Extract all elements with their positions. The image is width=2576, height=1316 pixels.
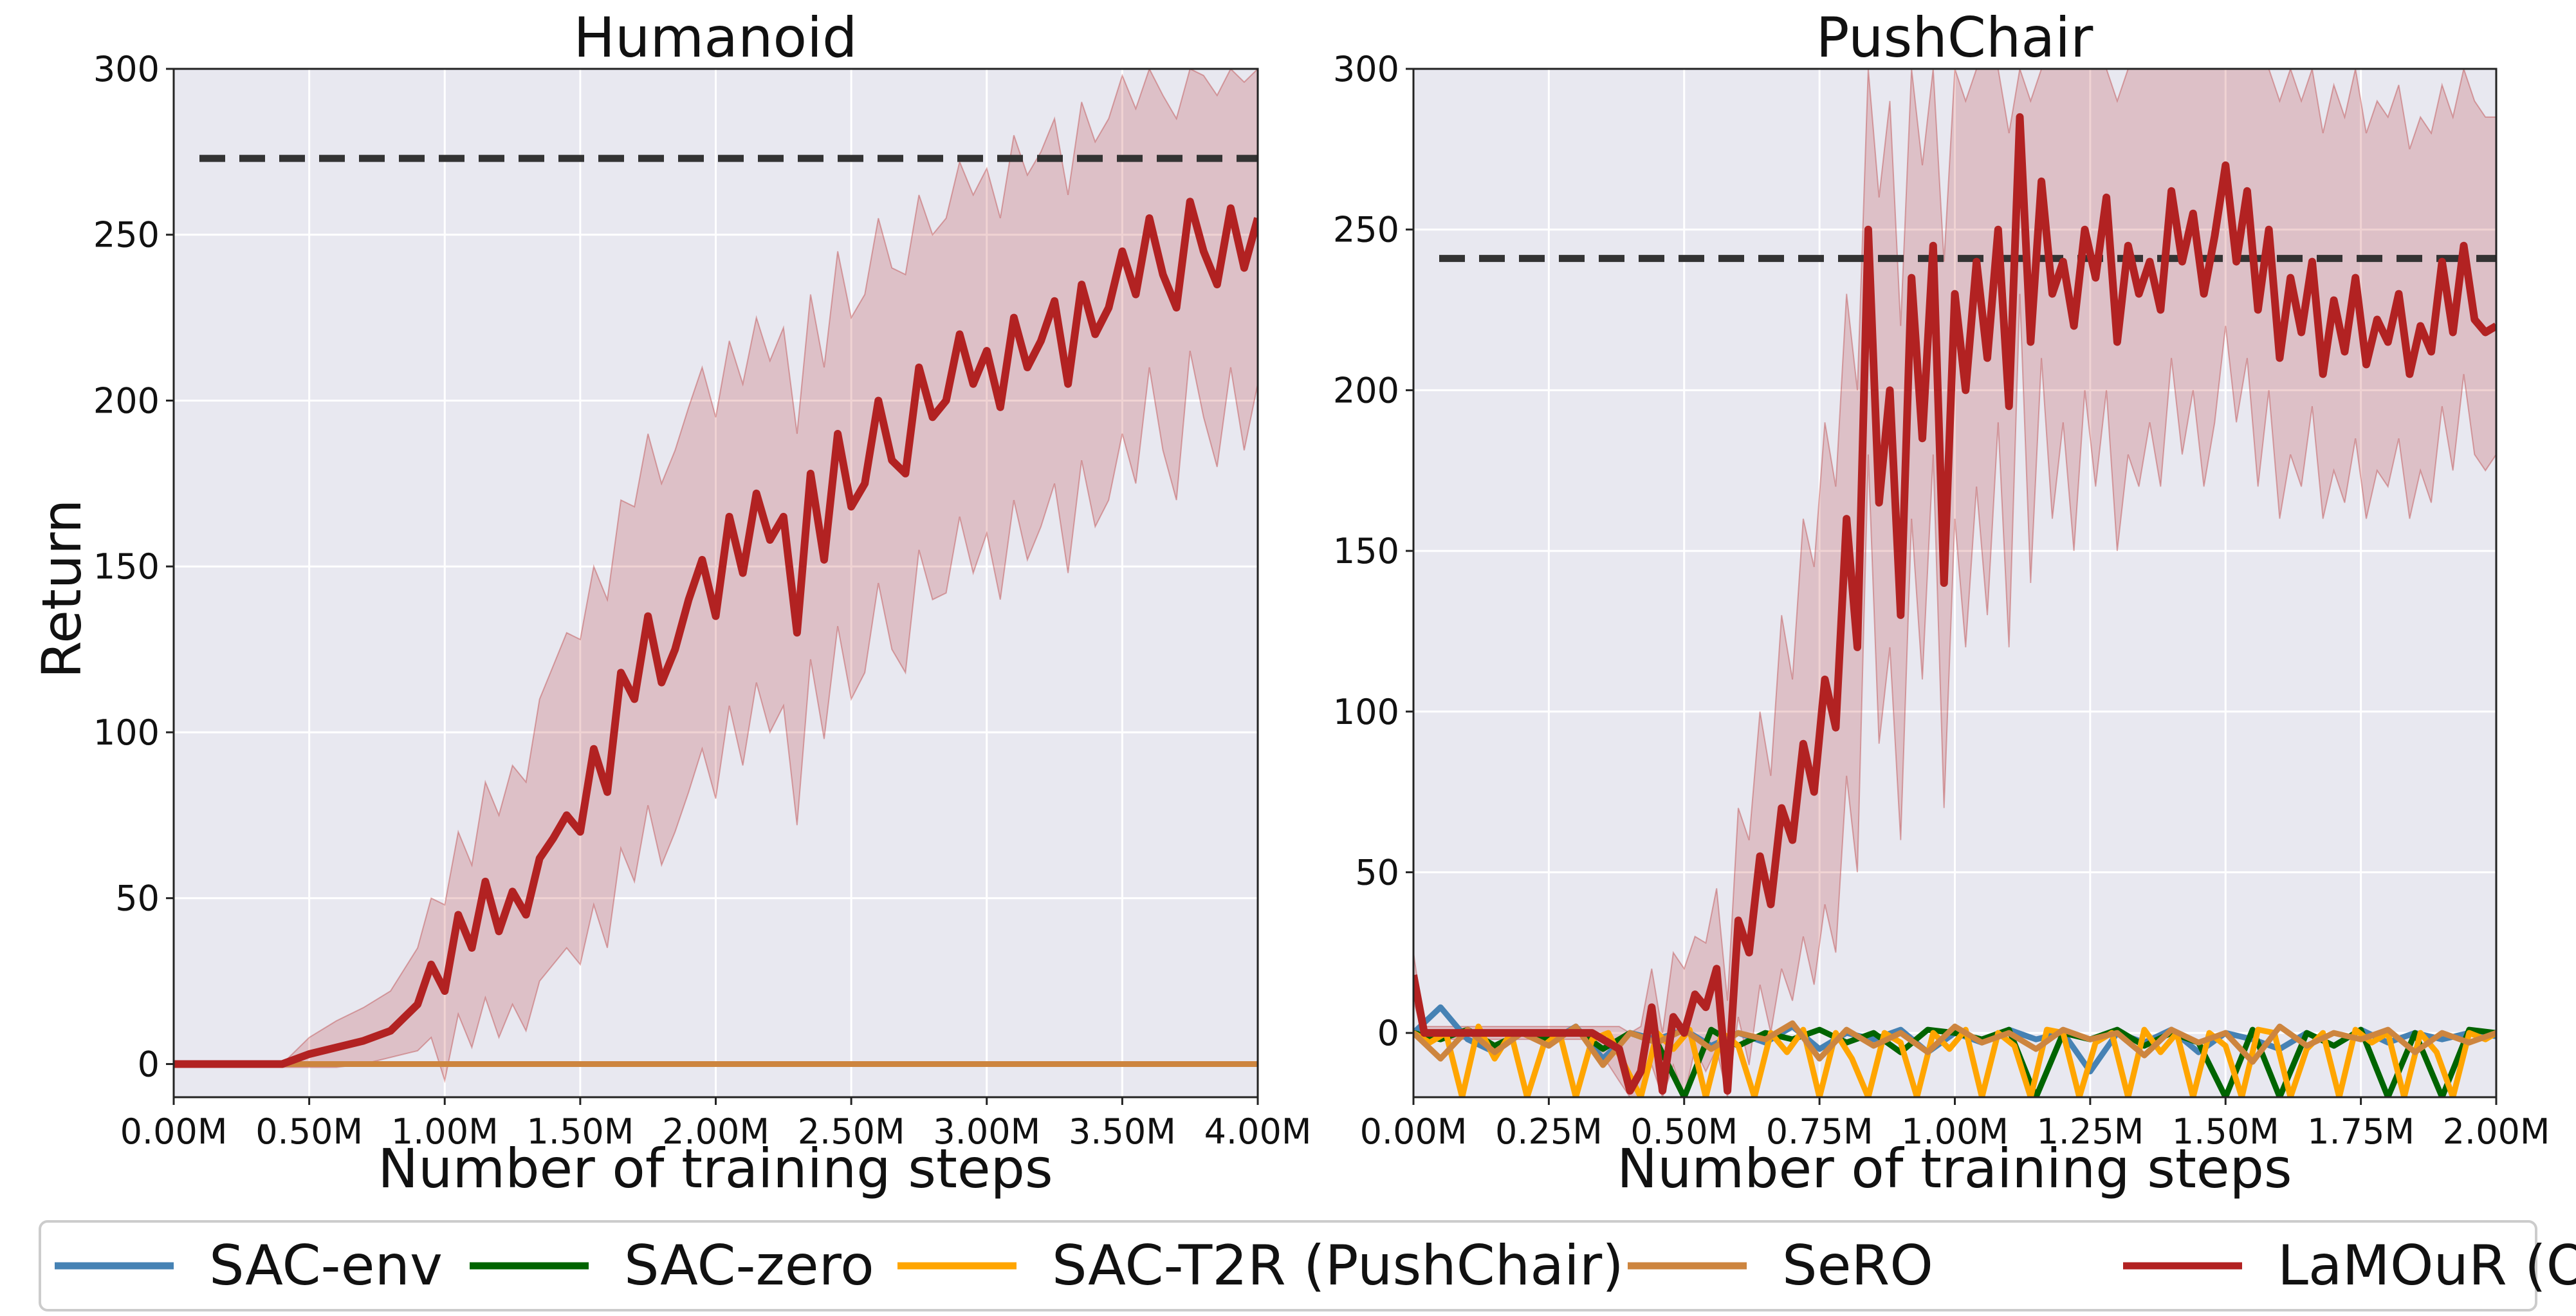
humanoid-panel: Humanoid Return Number of training steps…	[30, 6, 1311, 1200]
humanoid-x-tick-label: 3.50M	[1069, 1111, 1176, 1152]
pushchair-x-tick-label: 1.00M	[1901, 1111, 2009, 1152]
pushchair-x-tick-label: 1.50M	[2172, 1111, 2279, 1152]
pushchair-x-tick-label: 0.50M	[1630, 1111, 1738, 1152]
humanoid-y-tick-label: 100	[93, 712, 160, 753]
legend-label-sac-t2r-pushchair: SAC-T2R (PushChair)	[1052, 1234, 1624, 1298]
pushchair-x-axis-label: Number of training steps	[1617, 1137, 2292, 1200]
pushchair-plot-area	[1412, 68, 2498, 1097]
pushchair-x-tick-label: 2.00M	[2443, 1111, 2550, 1152]
humanoid-lamour-ours-line	[174, 198, 1258, 1068]
pushchair-sero-line	[1413, 1020, 2496, 1068]
humanoid-x-tick-label: 1.00M	[391, 1111, 499, 1152]
pushchair-y-tick-label: 200	[1333, 370, 1399, 411]
humanoid-title: Humanoid	[573, 6, 857, 70]
humanoid-x-tick-label: 4.00M	[1204, 1111, 1312, 1152]
legend-label-sero: SeRO	[1782, 1234, 1933, 1298]
humanoid-data-layer	[174, 69, 1258, 1084]
humanoid-x-tick-label: 0.00M	[120, 1111, 228, 1152]
pushchair-y-tick-label: 50	[1355, 852, 1399, 893]
humanoid-x-tick-label: 0.50M	[255, 1111, 363, 1152]
pushchair-plot-frame	[1412, 68, 2498, 1098]
humanoid-y-tick-label: 150	[93, 546, 160, 587]
pushchair-x-tick-label: 0.75M	[1766, 1111, 1873, 1152]
humanoid-x-tick-label: 2.00M	[662, 1111, 769, 1152]
pushchair-x-tick-label: 1.75M	[2307, 1111, 2415, 1152]
humanoid-x-tick-label: 1.50M	[526, 1111, 634, 1152]
humanoid-lamour-ours-band	[174, 69, 1258, 1084]
pushchair-y-tick-label: 250	[1333, 210, 1399, 250]
pushchair-data-layer	[1413, 69, 2496, 1097]
pushchair-y-tick-label: 0	[1377, 1013, 1399, 1053]
humanoid-y-tick-label: 50	[115, 878, 160, 919]
legend-frame	[39, 1220, 2537, 1311]
legend-label-lamour-ours: LaMOuR (Ours)	[2277, 1234, 2576, 1298]
legend: SAC-env SAC-zero SAC-T2R (PushChair) SeRO La…	[39, 1220, 2576, 1311]
pushchair-panel: PushChair Number of training steps 0.00M…	[1333, 6, 2550, 1200]
pushchair-x-tick-label: 1.25M	[2036, 1111, 2144, 1152]
humanoid-y-axis-label: Return	[30, 499, 93, 679]
pushchair-x-tick-label: 0.25M	[1495, 1111, 1603, 1152]
humanoid-y-tick-label: 300	[93, 49, 160, 89]
humanoid-x-tick-label: 3.00M	[933, 1111, 1040, 1152]
pushchair-title: PushChair	[1816, 6, 2093, 70]
humanoid-x-tick-label: 2.50M	[798, 1111, 905, 1152]
pushchair-y-tick-label: 300	[1333, 49, 1399, 89]
humanoid-y-tick-label: 0	[138, 1044, 160, 1084]
legend-label-sac-zero: SAC-zero	[624, 1234, 874, 1298]
humanoid-x-axis-label: Number of training steps	[378, 1137, 1053, 1200]
humanoid-plot-frame	[172, 68, 1259, 1098]
humanoid-y-tick-label: 250	[93, 215, 160, 255]
pushchair-x-tick-label: 0.00M	[1360, 1111, 1467, 1152]
pushchair-lamour-ours-band	[1413, 69, 2496, 1097]
humanoid-y-tick-label: 200	[93, 380, 160, 421]
pushchair-y-tick-label: 100	[1333, 692, 1399, 732]
pushchair-y-tick-label: 150	[1333, 531, 1399, 571]
legend-label-sac-env: SAC-env	[209, 1234, 443, 1298]
pushchair-lamour-ours-line	[1413, 113, 2496, 1095]
